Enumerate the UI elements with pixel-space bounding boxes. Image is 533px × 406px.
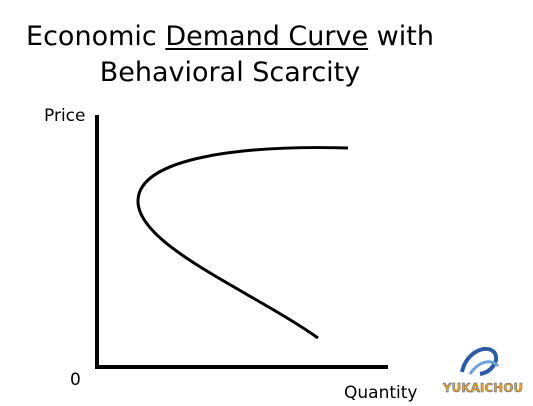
title-line-1: Economic Demand Curve with — [0, 20, 460, 54]
title-text: with — [368, 21, 434, 52]
title-underlined: Demand Curve — [165, 21, 369, 52]
logo-icon — [460, 346, 500, 376]
title-text: Economic — [26, 21, 166, 52]
y-axis-label: Price — [44, 106, 86, 126]
title-line-2: Behavioral Scarcity — [99, 57, 361, 88]
x-axis-label: Quantity — [344, 383, 418, 403]
demand-curve — [136, 146, 349, 340]
logo-text: YUKAICHOU — [442, 381, 523, 395]
origin-label: 0 — [70, 370, 81, 390]
